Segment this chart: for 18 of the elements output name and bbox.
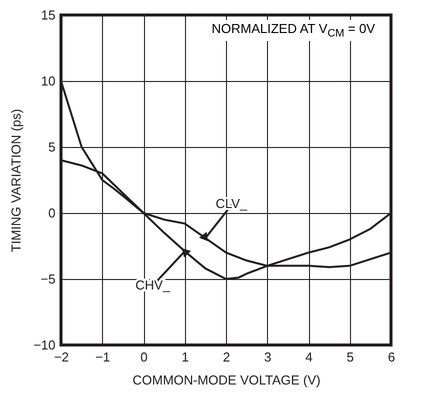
x-tick-label: 3 (264, 350, 272, 364)
y-tick-label: −10 (33, 338, 56, 352)
x-tick-label: −1 (95, 350, 110, 364)
x-tick-label: −2 (54, 350, 69, 364)
x-tick-label: 4 (305, 350, 313, 364)
annotation: NORMALIZED AT V$_{CM}$ = 0V (208, 20, 378, 41)
y-tick-label: 15 (41, 8, 56, 22)
y-tick-label: −5 (40, 272, 56, 286)
x-tick-label: 2 (222, 350, 230, 364)
x-axis-title: COMMON-MODE VOLTAGE (V) (132, 372, 321, 388)
y-tick-label: 5 (48, 140, 56, 154)
x-tick-label: 6 (388, 350, 396, 364)
y-tick-label: 0 (48, 206, 56, 220)
y-tick-label: 10 (41, 74, 56, 88)
x-tick-label: 0 (140, 350, 148, 364)
x-tick-label: 1 (182, 350, 189, 364)
x-tick-label: 5 (346, 350, 354, 364)
y-axis-title: TIMING VARIATION (ps) (8, 108, 24, 252)
